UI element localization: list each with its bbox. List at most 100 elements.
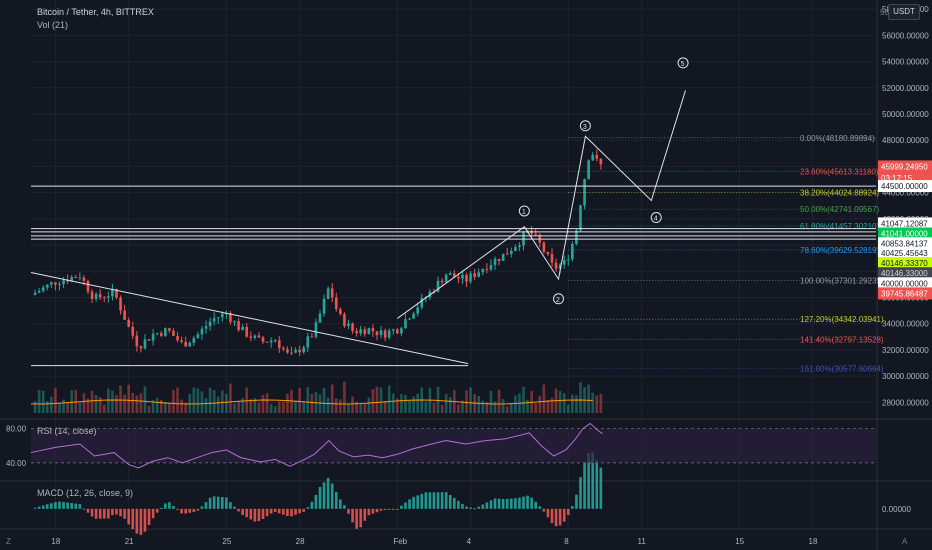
macd-bar — [424, 492, 428, 509]
fib-level-label: 100.00%(37301.29239) — [800, 276, 884, 285]
wave-label-circle — [553, 293, 565, 305]
macd-bar — [233, 506, 236, 509]
candle-body — [322, 298, 326, 314]
candle-body — [62, 280, 65, 285]
volume-bar — [448, 397, 452, 413]
rsi-line — [30, 422, 603, 469]
volume-bar — [379, 387, 383, 413]
volume-bar — [50, 396, 53, 413]
candle-body — [359, 329, 362, 334]
y-tick-label: 34000.00000 — [882, 320, 929, 329]
candle-body — [204, 326, 208, 329]
macd-bar — [534, 501, 538, 509]
macd-bar — [509, 498, 513, 509]
macd-bar — [542, 508, 546, 512]
fib-level-label: 161.80%(30577.60664) — [800, 365, 884, 374]
candle-body — [200, 328, 204, 335]
candle-body — [400, 328, 403, 334]
x-tick-label: 25 — [222, 537, 231, 546]
macd-bar — [522, 496, 525, 509]
candle-body — [277, 340, 281, 348]
candle-body — [66, 280, 69, 282]
volume-bar — [143, 386, 147, 413]
volume-bar — [408, 400, 411, 413]
wave-label-text: 4 — [654, 216, 658, 223]
timezone-letter[interactable]: Z — [6, 537, 11, 546]
macd-bar — [306, 507, 310, 509]
price-tag — [878, 277, 932, 290]
candle-body — [155, 333, 159, 335]
macd-bar — [131, 508, 135, 530]
volume-bar — [212, 389, 216, 413]
candle-body — [579, 205, 582, 231]
candle-body — [355, 330, 358, 334]
fib-level-label: 78.60%(39629.52819) — [800, 246, 880, 255]
macd-bar — [237, 508, 240, 512]
macd-bar — [119, 508, 122, 517]
elliott-wave-path — [397, 90, 686, 319]
price-tag — [878, 267, 932, 280]
candle-body — [253, 335, 257, 338]
candle-body — [290, 352, 293, 354]
volume-bar — [135, 395, 139, 413]
volume-bar — [204, 397, 208, 413]
volume-bar — [249, 399, 253, 413]
volume-bar — [522, 386, 525, 413]
price-tag-label: 41047.12087 — [881, 219, 928, 228]
price-tag — [878, 180, 932, 193]
price-tag-label: 40853.84137 — [881, 239, 928, 248]
macd-bar — [322, 482, 326, 509]
volume-bar — [147, 405, 151, 413]
x-tick-label: 11 — [638, 537, 647, 546]
macd-bar — [575, 494, 578, 509]
x-tick-label: 4 — [467, 537, 472, 546]
macd-bar — [481, 504, 485, 509]
candle-body — [587, 160, 590, 180]
candle-body — [82, 277, 86, 281]
macd-bar — [330, 483, 334, 509]
volume-bar — [575, 395, 578, 413]
macd-bar — [526, 495, 529, 509]
macd-bar — [172, 506, 175, 509]
y-tick-label: 30000.00000 — [882, 372, 929, 381]
volume-bar — [359, 402, 362, 413]
price-tag-label: 41041.00000 — [881, 230, 928, 239]
candle-body — [37, 290, 41, 293]
fib-level-label: 61.80%(41457.30210) — [800, 222, 880, 231]
volume-bar — [216, 396, 220, 413]
candle-body — [375, 331, 379, 336]
macd-bar — [457, 500, 460, 509]
volume-bar — [493, 401, 497, 413]
macd-bar — [562, 508, 566, 522]
macd-bar — [318, 486, 322, 509]
macd-bar — [127, 508, 130, 525]
candle-body — [310, 336, 314, 338]
price-tag-label: 40146.33370 — [881, 259, 928, 268]
volume-bar — [229, 383, 232, 413]
candle-body — [33, 292, 37, 295]
volume-bar — [151, 400, 155, 413]
macd-bar — [339, 499, 342, 509]
candle-body — [107, 296, 110, 298]
auto-scale-letter[interactable]: A — [902, 537, 908, 546]
volume-bar — [509, 402, 513, 413]
currency-button[interactable]: USDT — [888, 4, 920, 20]
macd-bar — [168, 502, 171, 509]
macd-bar — [343, 505, 346, 509]
candle-body — [367, 328, 371, 335]
volume-bar — [82, 393, 86, 413]
macd-bar — [290, 508, 293, 517]
candle-body — [318, 313, 322, 323]
wave-label-text: 5 — [681, 61, 685, 68]
volume-bar — [184, 402, 187, 413]
macd-bar — [135, 508, 139, 534]
candle-body — [139, 346, 143, 349]
volume-bar — [261, 395, 265, 413]
y-tick-label: 32000.00000 — [882, 346, 929, 355]
volume-bar — [45, 400, 49, 413]
macd-bar — [363, 508, 367, 521]
candle-body — [489, 264, 493, 270]
y-tick-label: 52000.00000 — [882, 84, 929, 93]
macd-bar — [192, 508, 196, 513]
